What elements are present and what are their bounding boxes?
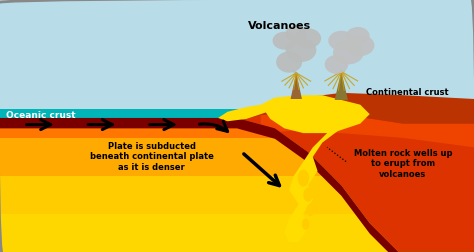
- Polygon shape: [0, 1, 474, 52]
- Polygon shape: [218, 105, 275, 121]
- Ellipse shape: [285, 25, 307, 42]
- Polygon shape: [0, 118, 474, 252]
- Polygon shape: [246, 93, 474, 124]
- Ellipse shape: [302, 218, 310, 230]
- Polygon shape: [0, 138, 474, 176]
- Polygon shape: [335, 72, 348, 100]
- Ellipse shape: [303, 188, 313, 202]
- Polygon shape: [237, 109, 474, 251]
- Polygon shape: [0, 176, 474, 214]
- Text: Volcanoes: Volcanoes: [248, 21, 311, 32]
- Ellipse shape: [346, 35, 374, 56]
- Ellipse shape: [273, 32, 296, 50]
- Polygon shape: [261, 112, 474, 147]
- Ellipse shape: [295, 28, 321, 48]
- Text: Continental crust: Continental crust: [366, 88, 449, 97]
- Text: Plate is subducted
beneath continental plate
as it is denser: Plate is subducted beneath continental p…: [90, 142, 214, 172]
- Ellipse shape: [285, 38, 317, 62]
- Polygon shape: [0, 109, 474, 138]
- Ellipse shape: [346, 27, 370, 45]
- Polygon shape: [0, 52, 474, 81]
- Ellipse shape: [306, 204, 315, 216]
- Ellipse shape: [333, 41, 364, 64]
- Ellipse shape: [298, 170, 309, 187]
- Polygon shape: [0, 109, 261, 118]
- Text: Molten rock wells up
to erupt from
volcanoes: Molten rock wells up to erupt from volca…: [354, 149, 452, 179]
- Polygon shape: [284, 109, 356, 242]
- Text: Oceanic crust: Oceanic crust: [6, 111, 75, 120]
- Polygon shape: [0, 1, 474, 109]
- Polygon shape: [0, 81, 474, 109]
- Ellipse shape: [328, 31, 355, 51]
- Polygon shape: [291, 73, 302, 99]
- Ellipse shape: [276, 51, 302, 73]
- Polygon shape: [261, 95, 370, 133]
- Ellipse shape: [325, 55, 348, 74]
- Polygon shape: [0, 214, 474, 251]
